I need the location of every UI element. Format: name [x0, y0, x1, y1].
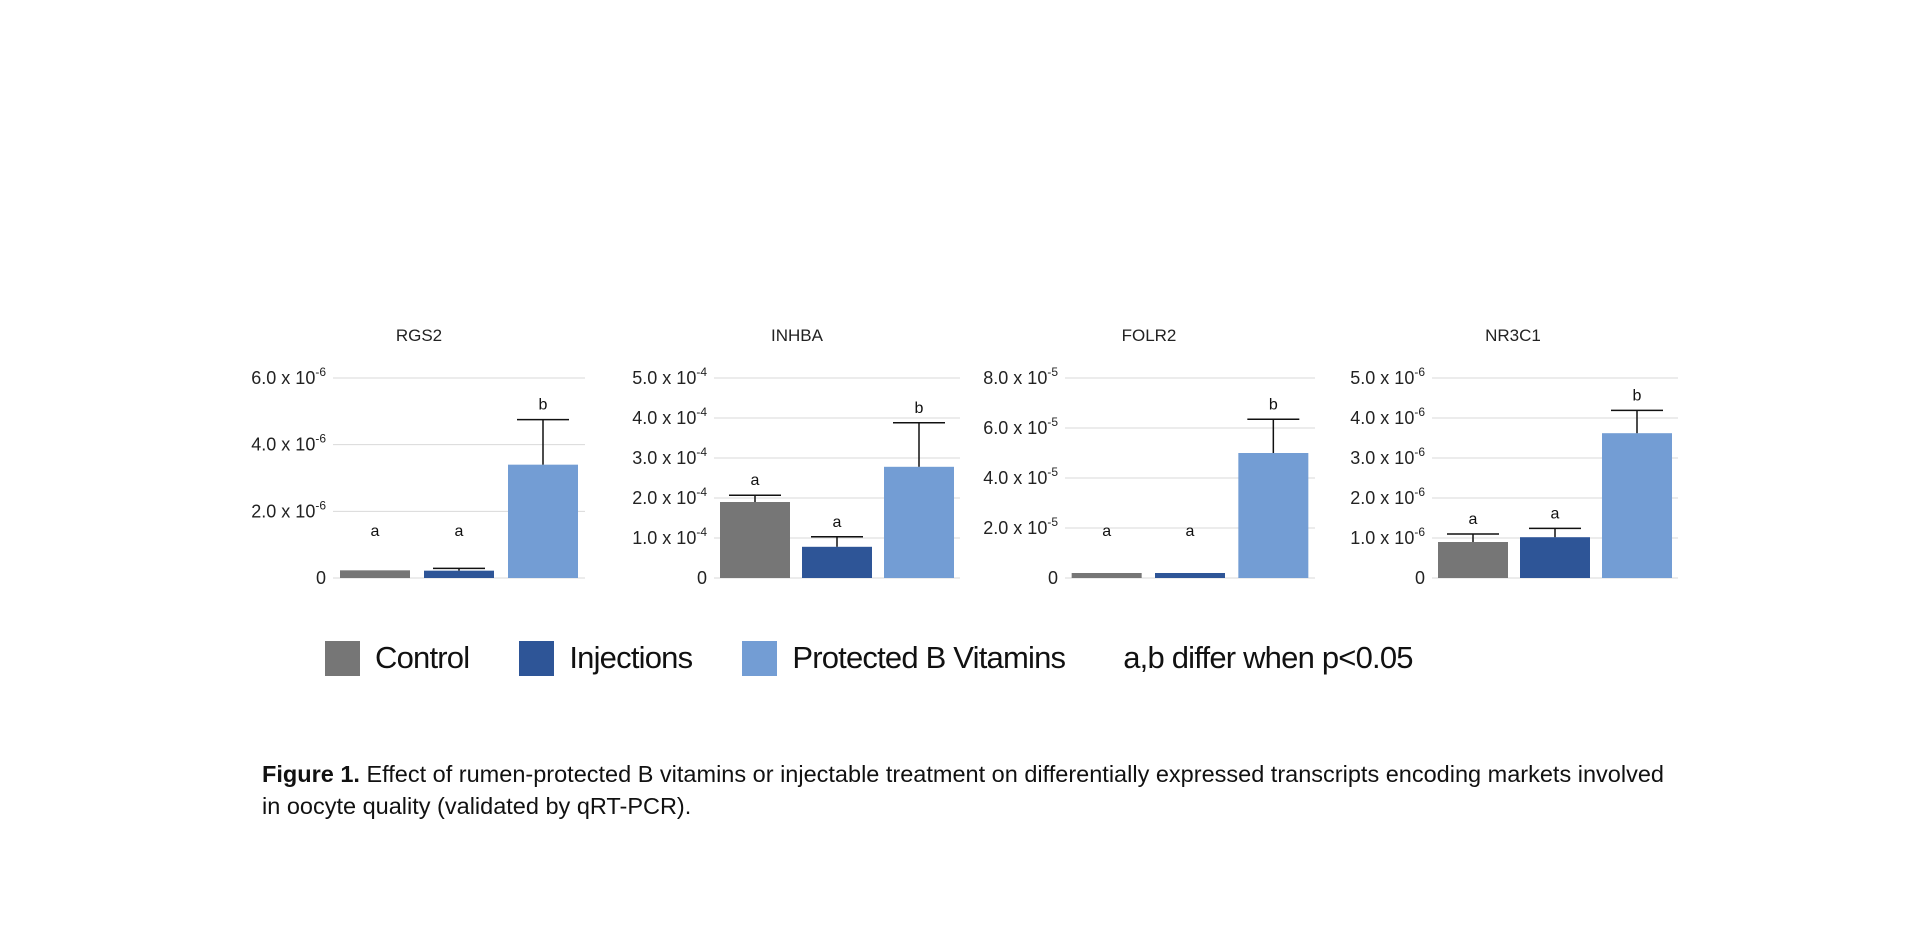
tick-label-inhba-0: 0 [697, 568, 707, 588]
legend-item-control: Control [325, 640, 470, 676]
bar-folr2-injections [1155, 573, 1225, 578]
tick-label-inhba-1: 1.0 x 10-4 [632, 525, 707, 548]
chart-panel-nr3c1: NR3C1 0 1.0 x 10-6 2.0 x 10-6 3.0 x 10-6 4.0 … [1350, 326, 1678, 588]
significance-letter-rgs2-control: a [371, 523, 380, 540]
tick-label-nr3c1-4: 4.0 x 10-6 [1350, 405, 1425, 428]
tick-label-inhba-3: 3.0 x 10-4 [632, 445, 707, 468]
significance-letter-inhba-protected-b-vitamins: b [915, 400, 924, 417]
significance-letter-inhba-control: a [751, 472, 760, 489]
significance-letter-rgs2-protected-b-vitamins: b [539, 397, 548, 414]
legend-label-control: Control [375, 640, 470, 675]
chart-title-nr3c1: NR3C1 [1485, 326, 1541, 345]
tick-label-nr3c1-0: 0 [1415, 568, 1425, 588]
tick-label-rgs2-1: 2.0 x 10-6 [251, 498, 326, 521]
chart-panel-inhba: INHBA 0 1.0 x 10-4 2.0 x 10-4 3.0 x 10-4 4.0 … [632, 326, 960, 588]
bar-inhba-control [720, 502, 790, 578]
bar-folr2-protected-b-vitamins [1238, 453, 1309, 578]
significance-letter-folr2-control: a [1102, 523, 1111, 540]
tick-label-rgs2-0: 0 [316, 568, 326, 588]
legend-swatch-protected-b-vitamins [742, 640, 778, 676]
chart-title-inhba: INHBA [771, 326, 824, 345]
legend-label-injections: Injections [569, 640, 693, 675]
tick-label-nr3c1-5: 5.0 x 10-6 [1350, 365, 1425, 388]
legend-swatch-control [325, 640, 360, 676]
significance-letter-rgs2-injections: a [455, 523, 464, 540]
tick-label-folr2-3: 6.0 x 10-5 [983, 415, 1058, 438]
tick-label-nr3c1-1: 1.0 x 10-6 [1350, 525, 1425, 548]
bar-inhba-injections [802, 546, 872, 578]
bar-rgs2-protected-b-vitamins [508, 464, 578, 578]
tick-label-rgs2-2: 4.0 x 10-6 [251, 432, 326, 455]
chart-panel-rgs2: RGS2 0 2.0 x 10-6 4.0 x 10-6 6.0 x 10-6 a a b [251, 326, 585, 588]
legend-label-protected-b-vitamins: Protected B Vitamins [792, 640, 1066, 675]
tick-label-inhba-2: 2.0 x 10-4 [632, 485, 707, 508]
significance-letter-nr3c1-injections: a [1551, 505, 1560, 522]
tick-label-nr3c1-3: 3.0 x 10-6 [1350, 445, 1425, 468]
legend-item-protected-b-vitamins: Protected B Vitamins [742, 640, 1066, 676]
chart-title-rgs2: RGS2 [396, 326, 442, 345]
significance-letter-nr3c1-protected-b-vitamins: b [1633, 387, 1642, 404]
figure-caption: Figure 1. Effect of rumen-protected B vi… [262, 758, 1682, 822]
tick-label-nr3c1-2: 2.0 x 10-6 [1350, 485, 1425, 508]
bar-nr3c1-protected-b-vitamins [1602, 433, 1672, 578]
legend: Control Injections Protected B Vitamins … [325, 640, 1414, 676]
bar-rgs2-control [340, 570, 410, 578]
tick-label-inhba-5: 5.0 x 10-4 [632, 365, 707, 388]
bar-folr2-control [1071, 573, 1142, 578]
chart-panel-folr2: FOLR2 0 2.0 x 10-5 4.0 x 10-5 6.0 x 10-5 8.0 … [983, 326, 1315, 588]
legend-item-injections: Injections [519, 640, 693, 676]
tick-label-folr2-2: 4.0 x 10-5 [983, 465, 1058, 488]
significance-note: a,b differ when p<0.05 [1123, 640, 1413, 675]
tick-label-inhba-4: 4.0 x 10-4 [632, 405, 707, 428]
significance-letter-folr2-injections: a [1186, 523, 1195, 540]
bar-nr3c1-injections [1520, 537, 1590, 578]
tick-label-folr2-4: 8.0 x 10-5 [983, 365, 1058, 388]
bar-rgs2-injections [424, 570, 494, 578]
caption-text: Effect of rumen-protected B vitamins or … [262, 761, 1664, 819]
legend-swatch-injections [519, 640, 555, 676]
chart-title-folr2: FOLR2 [1122, 326, 1177, 345]
bar-nr3c1-control [1438, 542, 1508, 578]
tick-label-folr2-0: 0 [1048, 568, 1058, 588]
bar-inhba-protected-b-vitamins [884, 466, 954, 578]
significance-letter-inhba-injections: a [833, 514, 842, 531]
tick-label-folr2-1: 2.0 x 10-5 [983, 515, 1058, 538]
tick-label-rgs2-3: 6.0 x 10-6 [251, 365, 326, 388]
caption-label: Figure 1. [262, 761, 360, 787]
significance-letter-nr3c1-control: a [1469, 511, 1478, 528]
significance-letter-folr2-protected-b-vitamins: b [1269, 396, 1278, 413]
